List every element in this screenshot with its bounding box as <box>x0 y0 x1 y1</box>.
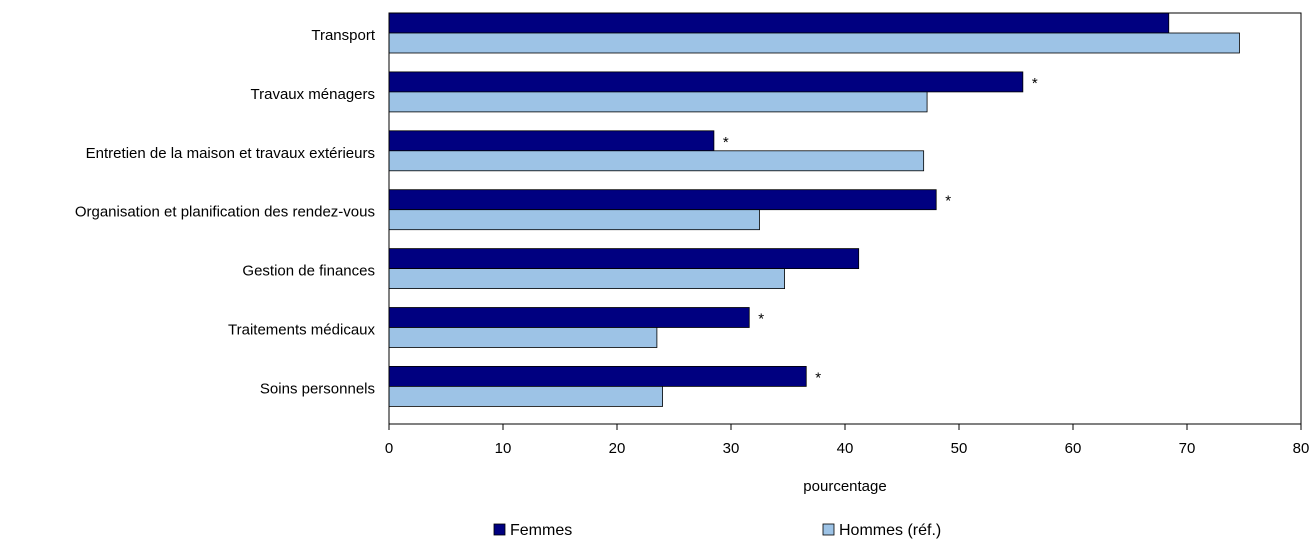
x-tick-label: 0 <box>385 440 393 457</box>
bar-hommes <box>388 268 785 290</box>
x-tick-label: 30 <box>723 440 740 457</box>
category-label: Travaux ménagers <box>251 86 376 103</box>
bar-femmes <box>388 307 750 328</box>
bar-hommes <box>388 385 664 407</box>
x-tick-label: 70 <box>1179 440 1196 457</box>
significance-marker: * <box>945 193 951 210</box>
bar-femmes <box>388 71 1024 93</box>
bars-group: * * * * * <box>388 12 1240 407</box>
category-label: Gestion de finances <box>242 263 375 280</box>
category-label: Soins personnels <box>260 380 375 397</box>
legend-label: Femmes <box>510 522 572 539</box>
bar-hommes <box>388 209 760 231</box>
significance-marker: * <box>815 369 821 386</box>
x-tick-label: 50 <box>951 440 968 457</box>
x-tick-label: 40 <box>837 440 854 457</box>
x-tick-label: 20 <box>609 440 626 457</box>
bar-hommes <box>388 32 1240 54</box>
category-label: Organisation et planification des rendez… <box>75 204 375 221</box>
bar-femmes <box>388 248 860 270</box>
x-tick-label: 10 <box>495 440 512 457</box>
bar-femmes <box>388 12 1170 34</box>
category-label: Traitements médicaux <box>228 322 375 339</box>
significance-marker: * <box>723 134 729 151</box>
category-label: Transport <box>311 27 375 44</box>
legend-label: Hommes (réf.) <box>839 522 941 539</box>
significance-marker: * <box>758 311 764 328</box>
bar-hommes <box>388 150 925 172</box>
legend-swatch-femmes <box>493 523 506 536</box>
x-axis-ticks: 0 10 20 30 40 50 60 70 80 <box>385 424 1310 457</box>
bar-hommes <box>388 91 928 113</box>
bar-femmes <box>388 189 937 211</box>
bar-femmes <box>388 130 715 152</box>
legend: Femmes Hommes (réf.) <box>493 522 941 539</box>
x-tick-label: 80 <box>1293 440 1310 457</box>
x-axis-title: pourcentage <box>803 478 886 495</box>
significance-marker: * <box>1032 75 1038 92</box>
category-labels: Transport Travaux ménagers Entretien de la… <box>75 27 376 397</box>
category-label: Entretien de la maison et travaux extéri… <box>86 145 375 162</box>
bar-hommes <box>388 327 658 348</box>
bar-femmes <box>388 365 807 387</box>
legend-swatch-hommes <box>822 523 835 536</box>
x-tick-label: 60 <box>1065 440 1082 457</box>
